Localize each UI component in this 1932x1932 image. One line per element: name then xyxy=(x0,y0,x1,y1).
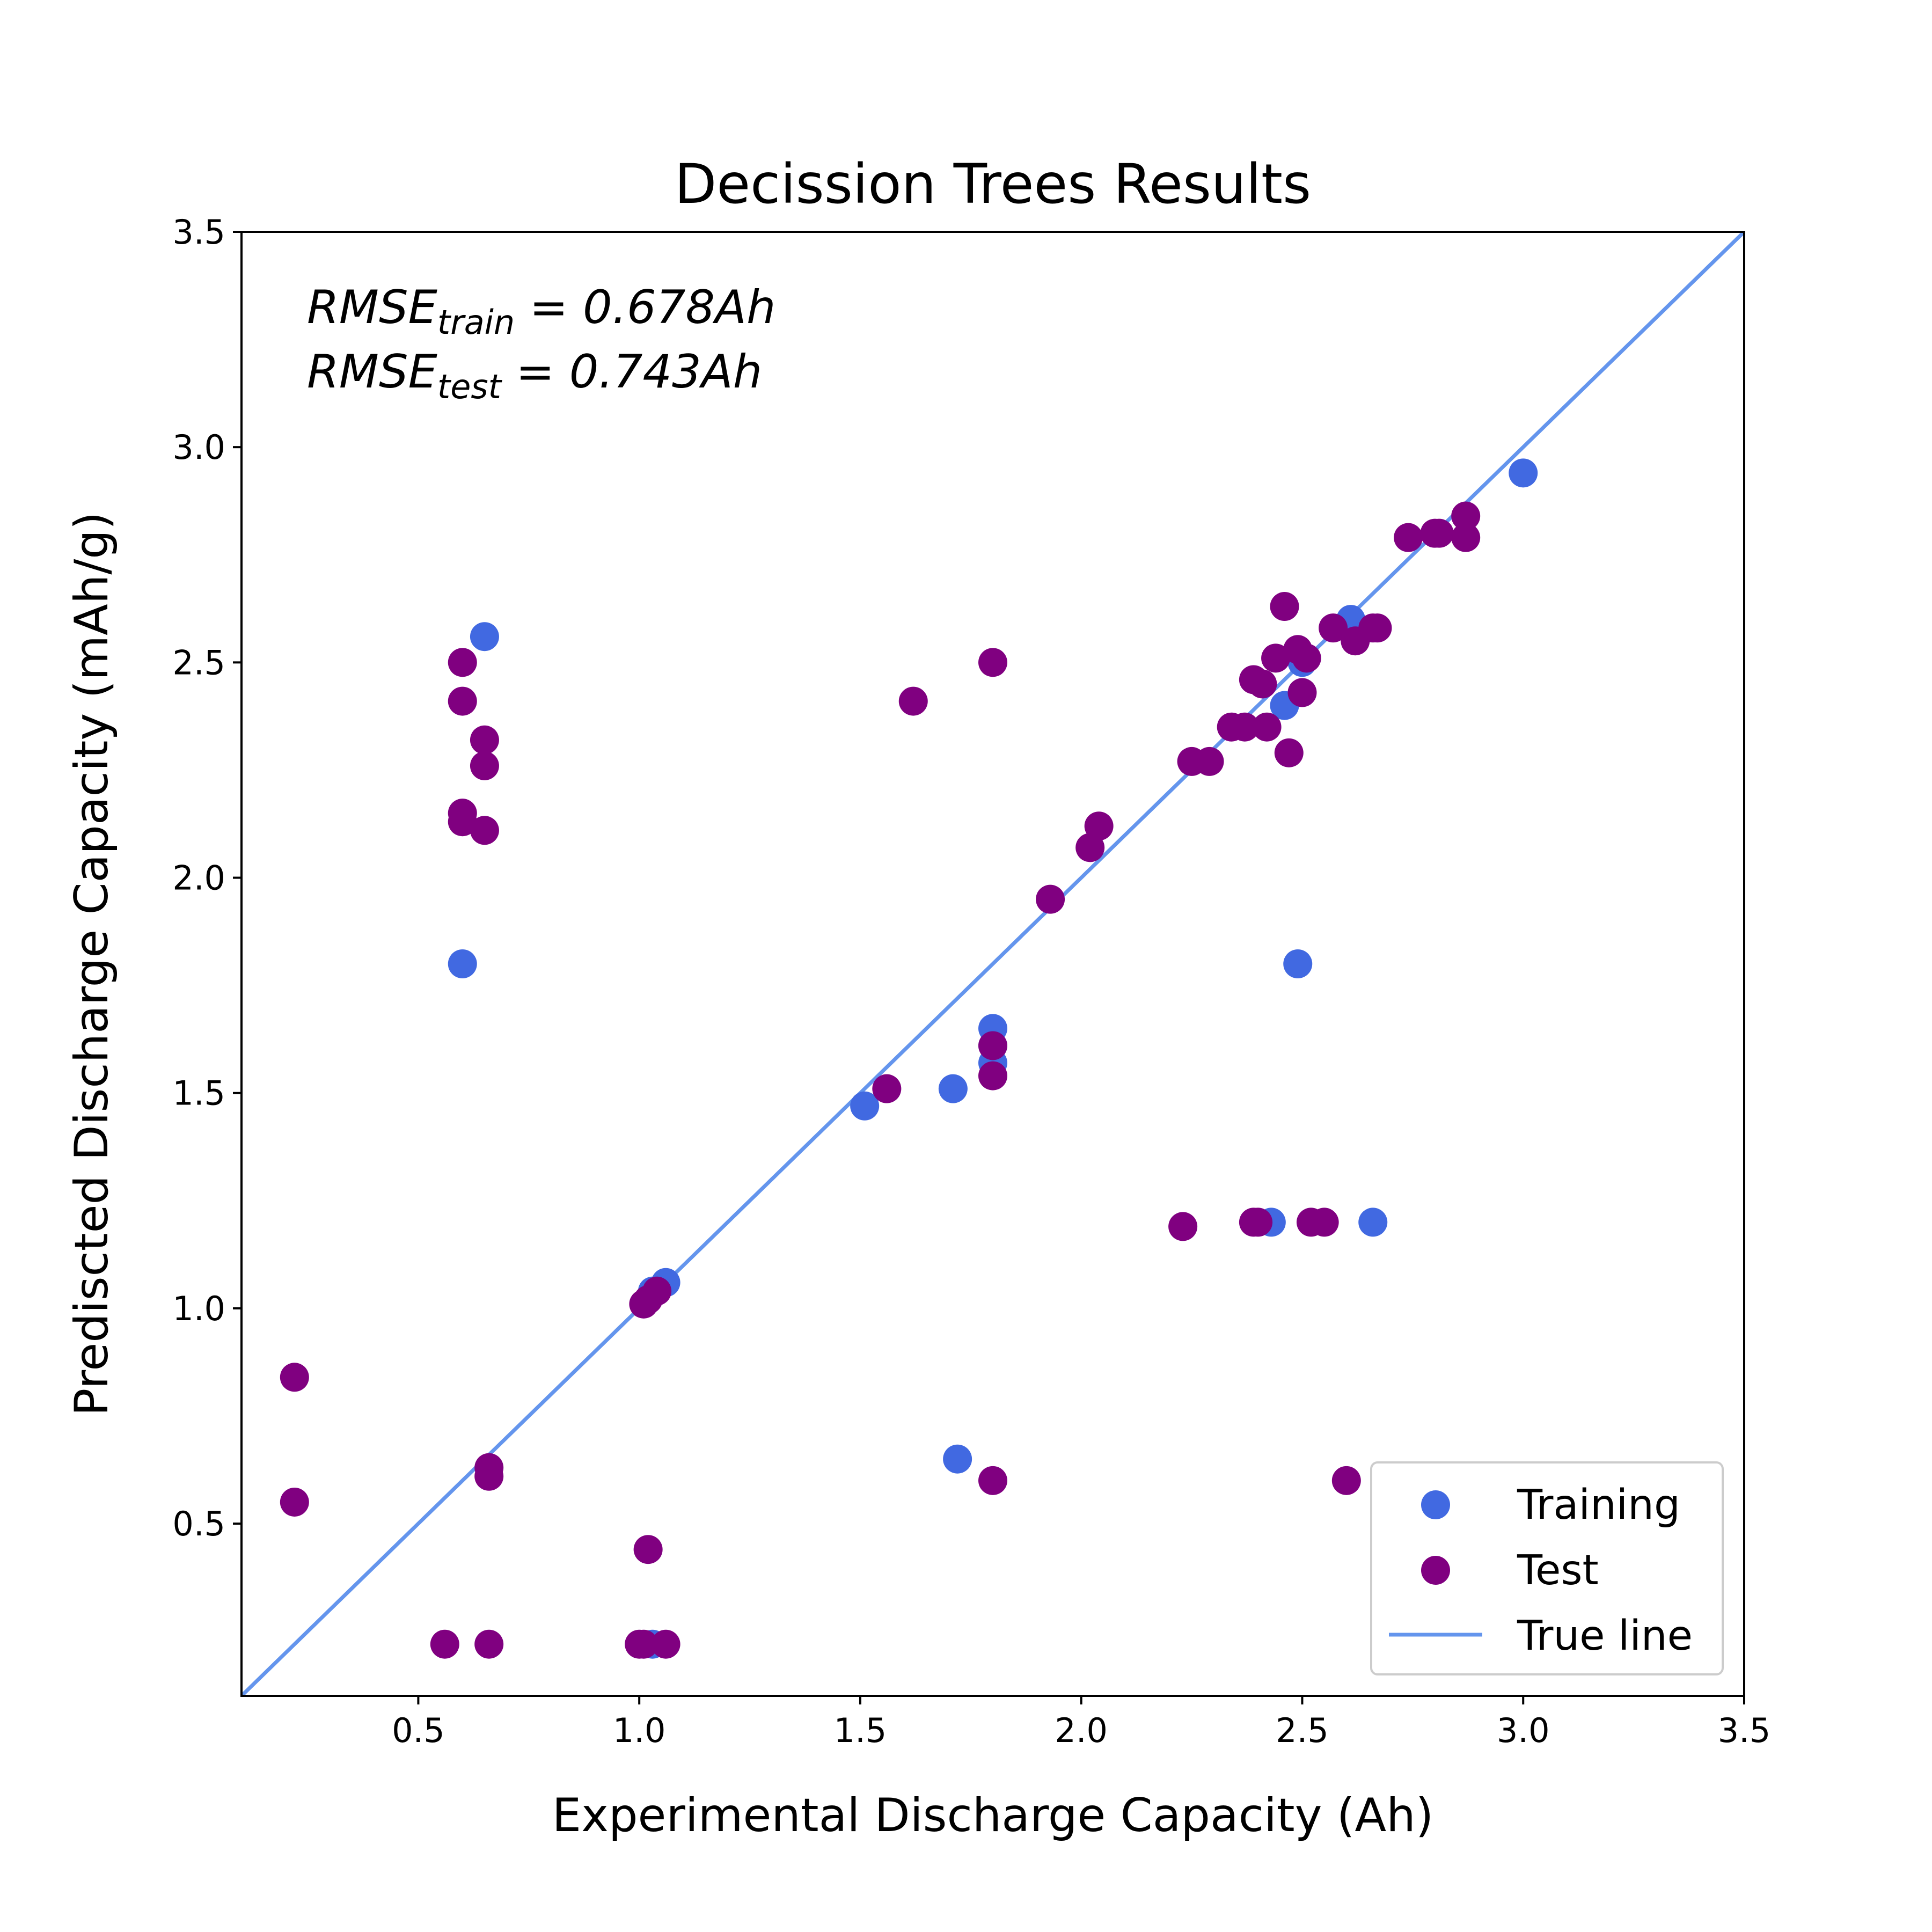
test-point xyxy=(1451,523,1481,552)
rmse-test-value: = 0.743Ah xyxy=(501,345,762,399)
test-point xyxy=(1261,643,1291,673)
y-axis-label: Prediscted Discharge Capacity (mAh/g) xyxy=(65,512,119,1416)
chart-title: Decission Trees Results xyxy=(675,152,1311,216)
rmse-train-value: = 0.678Ah xyxy=(515,281,775,334)
legend-training-marker xyxy=(1421,1490,1450,1519)
rmse-train-main: RMSE xyxy=(307,281,438,334)
training-point xyxy=(1283,949,1313,978)
x-axis-ticks: 0.5 1.0 1.5 2.0 2.5 3.0 3.5 xyxy=(392,1696,1770,1750)
test-point xyxy=(448,648,477,677)
test-point xyxy=(1270,592,1299,621)
rmse-test-annotation: RMSEtest = 0.743Ah xyxy=(307,345,762,406)
test-point xyxy=(629,1629,658,1659)
test-point xyxy=(1084,811,1114,841)
legend: Training Test True line xyxy=(1370,1461,1724,1675)
test-point xyxy=(1363,613,1392,643)
test-point xyxy=(642,1276,672,1306)
x-tick-label: 1.0 xyxy=(613,1711,666,1750)
test-point xyxy=(898,686,928,716)
x-tick-label: 2.5 xyxy=(1276,1711,1329,1750)
y-tick-label: 3.0 xyxy=(172,428,225,467)
test-point xyxy=(1248,669,1277,699)
x-tick-label: 0.5 xyxy=(392,1711,445,1750)
training-point xyxy=(470,622,499,652)
x-axis-label: Experimental Discharge Capacity (Ah) xyxy=(552,1789,1434,1842)
y-tick-label: 1.0 xyxy=(172,1289,225,1328)
test-point xyxy=(1451,501,1481,531)
test-point xyxy=(633,1535,663,1564)
test-point xyxy=(430,1629,459,1659)
test-point xyxy=(978,1031,1007,1060)
test-point xyxy=(474,1461,504,1491)
test-point xyxy=(1424,518,1454,548)
test-point xyxy=(1168,1212,1198,1241)
test-point xyxy=(1036,884,1065,914)
y-tick-label: 2.5 xyxy=(172,643,225,682)
plot-area xyxy=(241,232,1744,1696)
test-point xyxy=(280,1363,309,1392)
training-point xyxy=(943,1444,972,1474)
test-point xyxy=(470,816,499,845)
x-tick-label: 1.5 xyxy=(834,1711,887,1750)
rmse-train-sub: train xyxy=(437,303,515,342)
test-point xyxy=(1243,1208,1273,1237)
legend-test-marker xyxy=(1421,1556,1450,1585)
test-point xyxy=(1252,712,1282,742)
test-point xyxy=(1195,747,1224,776)
test-point xyxy=(1319,613,1348,643)
test-point xyxy=(1331,1466,1361,1495)
legend-true-line-label: True line xyxy=(1517,1612,1693,1660)
legend-training-label: Training xyxy=(1517,1481,1680,1529)
test-point xyxy=(1230,712,1260,742)
test-point xyxy=(1309,1208,1339,1237)
y-tick-label: 2.0 xyxy=(172,859,225,898)
test-point xyxy=(470,751,499,780)
plot-frame xyxy=(240,231,1745,1697)
true-line xyxy=(241,232,1744,1696)
test-point xyxy=(872,1074,902,1103)
training-point xyxy=(448,949,477,978)
test-point xyxy=(978,1061,1007,1091)
rmse-train-annotation: RMSEtrain = 0.678Ah xyxy=(307,281,776,342)
rmse-test-main: RMSE xyxy=(307,345,438,399)
test-point xyxy=(1394,523,1423,552)
training-point xyxy=(1509,458,1538,488)
legend-test-label: Test xyxy=(1517,1547,1599,1594)
rmse-test-sub: test xyxy=(437,367,503,406)
test-point xyxy=(1274,738,1304,767)
test-point xyxy=(448,807,477,837)
x-tick-label: 3.5 xyxy=(1718,1711,1771,1750)
y-tick-label: 0.5 xyxy=(172,1504,225,1543)
test-point xyxy=(978,648,1007,677)
y-axis-ticks: 0.5 1.0 1.5 2.0 2.5 3.0 3.5 xyxy=(172,213,241,1543)
x-tick-label: 2.0 xyxy=(1055,1711,1108,1750)
legend-box xyxy=(1370,1461,1724,1675)
data-points xyxy=(280,458,1538,1659)
test-point xyxy=(448,686,477,716)
y-tick-label: 1.5 xyxy=(172,1074,225,1113)
test-point xyxy=(474,1629,504,1659)
training-point xyxy=(850,1091,880,1121)
y-tick-label: 3.5 xyxy=(172,213,225,252)
x-tick-label: 3.0 xyxy=(1497,1711,1550,1750)
test-point xyxy=(978,1466,1007,1495)
training-point xyxy=(1358,1208,1388,1237)
test-point xyxy=(470,725,499,755)
test-point xyxy=(280,1487,309,1517)
test-point xyxy=(1292,643,1321,673)
test-point xyxy=(651,1629,680,1659)
test-point xyxy=(1287,678,1317,707)
training-point xyxy=(938,1074,968,1103)
